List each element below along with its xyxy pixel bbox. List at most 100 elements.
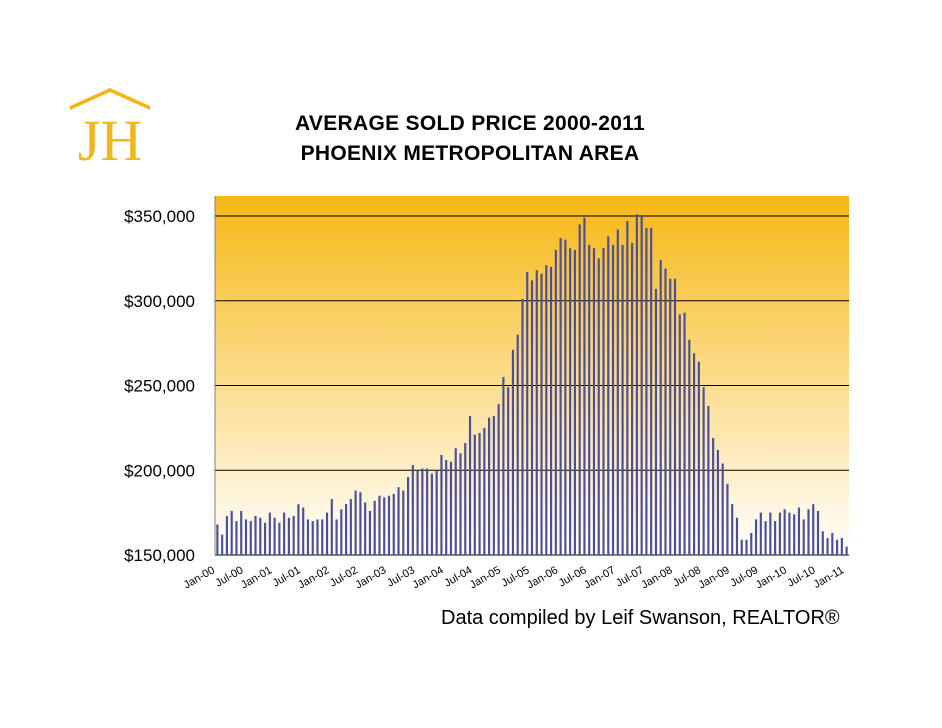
bar (550, 266, 553, 555)
bar (511, 349, 515, 555)
x-tick-label: Jan-00 (182, 564, 217, 591)
bar (478, 432, 481, 555)
bar (225, 516, 228, 555)
bar (740, 539, 743, 555)
bar (335, 519, 338, 555)
bar (807, 509, 810, 555)
bar (235, 521, 238, 555)
bar (306, 519, 310, 555)
logo-text: JH (78, 108, 142, 168)
bar (645, 227, 648, 555)
bar (364, 502, 367, 555)
bar (697, 361, 700, 555)
y-axis-labels: $150,000 $200,000 $250,000 $300,000 $350,000 (124, 207, 195, 565)
bar (712, 438, 715, 555)
bar (516, 334, 519, 555)
bar (802, 519, 805, 555)
bar (488, 417, 491, 555)
bar (654, 288, 658, 555)
bar (359, 492, 362, 555)
bar (230, 510, 233, 555)
bar (836, 539, 839, 555)
bar (416, 470, 419, 555)
bars (216, 214, 848, 556)
bar (287, 517, 290, 555)
bar (345, 504, 348, 555)
bar (507, 387, 510, 555)
bar (368, 510, 371, 555)
bar (254, 516, 257, 555)
x-tick-label: Jan-10 (754, 564, 789, 591)
bar (373, 500, 376, 555)
bar (321, 519, 324, 555)
bar (702, 387, 705, 555)
bar (607, 236, 610, 555)
bar (349, 499, 352, 555)
x-tick-label: Jan-05 (468, 564, 503, 591)
bar (387, 495, 391, 555)
bar (845, 546, 848, 555)
bar (521, 299, 524, 555)
bar (435, 470, 438, 555)
bar (244, 519, 248, 555)
bar (588, 244, 591, 555)
x-axis-labels: Jan-00Jul-00Jan-01Jul-01Jan-02Jul-02Jan-… (182, 564, 846, 591)
bar (816, 510, 820, 555)
bar (683, 312, 686, 555)
bar (759, 512, 762, 556)
bar (611, 244, 615, 555)
bar (483, 427, 486, 556)
bar (278, 522, 281, 555)
bar (340, 509, 343, 555)
bar (378, 495, 381, 555)
bar (635, 214, 638, 555)
x-tick-label: Jan-04 (411, 564, 446, 591)
bar (330, 499, 333, 555)
x-tick-label: Jan-02 (296, 564, 331, 591)
bar (397, 487, 400, 555)
bar (664, 268, 667, 555)
bar (216, 524, 219, 555)
bar (459, 453, 462, 555)
bar (583, 217, 586, 555)
bar (421, 468, 424, 555)
y-tick-label: $350,000 (124, 207, 195, 226)
bar (273, 517, 276, 555)
bar (259, 517, 262, 555)
bar (497, 404, 500, 555)
bar (311, 521, 314, 555)
bar (240, 510, 243, 555)
bar (292, 516, 295, 555)
bar (592, 248, 596, 555)
bar (383, 497, 386, 555)
bar (473, 434, 476, 555)
bar (783, 509, 786, 555)
bar (764, 521, 767, 555)
x-tick-label: Jan-06 (525, 564, 560, 591)
bar (406, 477, 410, 555)
bar (540, 273, 543, 555)
bar (464, 443, 467, 555)
x-tick-label: Jan-11 (812, 564, 846, 591)
bar (597, 258, 600, 556)
bar (283, 512, 286, 556)
bar (659, 260, 662, 555)
bar (440, 455, 443, 555)
bar (669, 278, 672, 555)
bar (745, 539, 748, 555)
bar (793, 514, 796, 555)
bar (449, 461, 453, 555)
bar (297, 504, 300, 555)
bar (826, 538, 829, 555)
bar (221, 534, 224, 555)
y-tick-label: $250,000 (124, 377, 195, 396)
bar (731, 504, 734, 555)
x-tick-label: Jul-10 (786, 564, 818, 589)
bar (564, 239, 567, 556)
bar (821, 531, 824, 555)
bar (616, 229, 619, 555)
x-tick-label: Jan-08 (639, 564, 674, 591)
roof-icon (70, 88, 150, 110)
bar (268, 512, 271, 556)
